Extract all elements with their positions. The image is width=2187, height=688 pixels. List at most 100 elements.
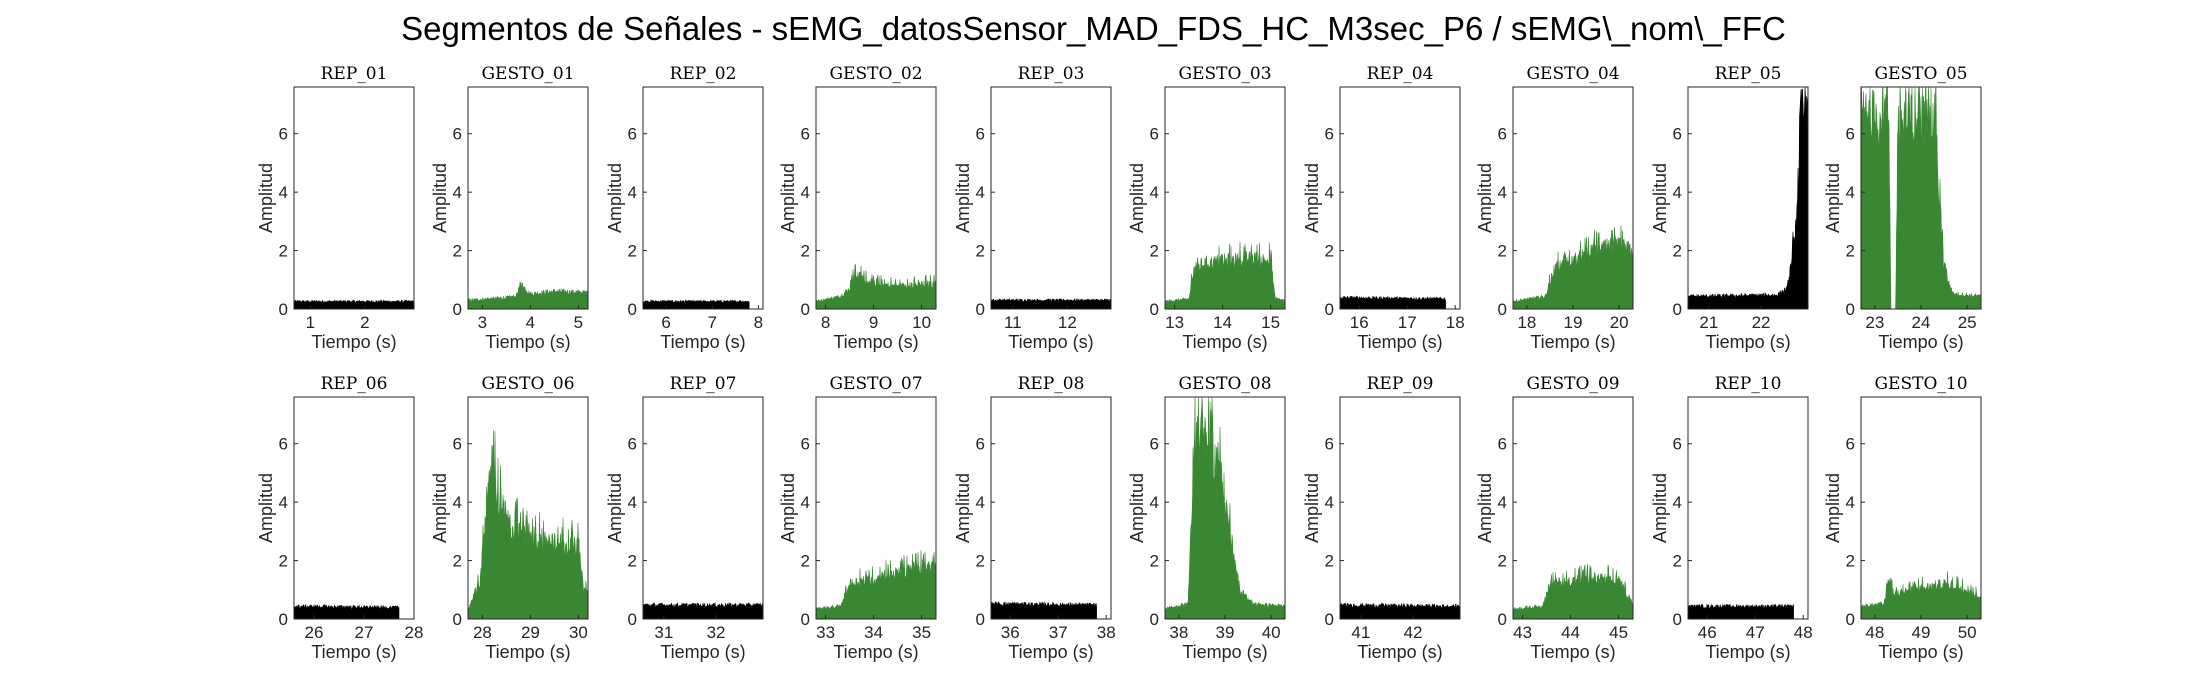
x-tick-label: 20 (1610, 313, 1629, 332)
x-tick-label: 34 (864, 623, 883, 642)
y-tick-label: 6 (801, 435, 810, 454)
x-tick-label: 32 (707, 623, 726, 642)
y-tick-label: 4 (1150, 183, 1159, 202)
y-tick-label: 0 (279, 610, 288, 629)
x-tick-label: 43 (1513, 623, 1532, 642)
y-tick-label: 2 (1673, 552, 1682, 571)
y-axis-label: Amplitud (1475, 163, 1495, 233)
axes-box (1687, 396, 1809, 620)
x-tick-label: 38 (1169, 623, 1188, 642)
y-axis-label: Amplitud (1823, 163, 1843, 233)
x-tick-label: 2 (360, 313, 369, 332)
x-tick-label: 42 (1404, 623, 1423, 642)
x-tick-label: 50 (1958, 623, 1977, 642)
y-tick-label: 2 (453, 552, 462, 571)
signal-area (293, 299, 415, 310)
x-tick-label: 28 (473, 623, 492, 642)
subplot-title: REP_09 (1367, 374, 1434, 394)
axes-box (990, 396, 1112, 620)
x-axis-label: Tiempo (s) (1357, 332, 1442, 352)
y-tick-label: 2 (976, 242, 985, 261)
signal-area (1860, 571, 1982, 620)
y-axis-label: Amplitud (778, 473, 798, 543)
axes-box (815, 86, 937, 310)
x-tick-label: 37 (1049, 623, 1068, 642)
subplot-title: GESTO_07 (829, 374, 922, 394)
axes-box (1164, 86, 1286, 310)
signal-area (467, 429, 589, 620)
signal-area (293, 603, 400, 620)
y-tick-label: 4 (453, 493, 462, 512)
y-tick-label: 2 (801, 242, 810, 261)
y-tick-label: 0 (976, 300, 985, 319)
x-tick-label: 13 (1165, 313, 1184, 332)
y-tick-label: 6 (1498, 125, 1507, 144)
x-tick-label: 4 (526, 313, 535, 332)
x-tick-label: 40 (1262, 623, 1281, 642)
y-tick-label: 0 (801, 610, 810, 629)
y-tick-label: 0 (1846, 610, 1855, 629)
x-axis-label: Tiempo (s) (485, 642, 570, 662)
x-axis-label: Tiempo (s) (1878, 642, 1963, 662)
y-axis-label: Amplitud (430, 163, 450, 233)
signal-area (1339, 295, 1446, 310)
x-tick-label: 8 (754, 313, 763, 332)
x-tick-label: 19 (1564, 313, 1583, 332)
y-tick-label: 4 (1673, 183, 1682, 202)
y-tick-label: 6 (1325, 125, 1334, 144)
x-axis-label: Tiempo (s) (485, 332, 570, 352)
y-tick-label: 6 (628, 125, 637, 144)
signal-area (1164, 396, 1286, 620)
y-tick-label: 6 (1673, 435, 1682, 454)
x-axis-label: Tiempo (s) (1008, 642, 1093, 662)
y-tick-label: 0 (279, 300, 288, 319)
x-tick-label: 38 (1097, 623, 1116, 642)
x-tick-label: 16 (1350, 313, 1369, 332)
x-tick-label: 6 (661, 313, 670, 332)
y-axis-label: Amplitud (778, 163, 798, 233)
subplot-title: GESTO_08 (1178, 374, 1271, 394)
axes-box (642, 396, 764, 620)
y-tick-label: 0 (1150, 300, 1159, 319)
x-axis-label: Tiempo (s) (1530, 332, 1615, 352)
subplot-title: REP_07 (670, 374, 737, 394)
axes-box (642, 86, 764, 310)
subplot-title: REP_02 (670, 64, 737, 84)
x-tick-label: 28 (405, 623, 424, 642)
signal-area (1512, 225, 1634, 310)
x-tick-label: 11 (1004, 313, 1022, 332)
x-axis-label: Tiempo (s) (660, 332, 745, 352)
axes-box (1687, 86, 1809, 310)
x-tick-label: 48 (1865, 623, 1884, 642)
signal-area (1512, 563, 1634, 620)
y-tick-label: 2 (1325, 552, 1334, 571)
y-axis-label: Amplitud (1302, 163, 1322, 233)
x-tick-label: 18 (1517, 313, 1536, 332)
x-tick-label: 8 (821, 313, 830, 332)
y-tick-label: 2 (1150, 242, 1159, 261)
y-tick-label: 6 (279, 125, 288, 144)
y-tick-label: 0 (976, 610, 985, 629)
axes-box (467, 86, 589, 310)
y-tick-label: 4 (628, 493, 637, 512)
y-tick-label: 6 (453, 435, 462, 454)
y-tick-label: 4 (1673, 493, 1682, 512)
subplot-title: REP_06 (321, 374, 388, 394)
y-tick-label: 6 (1846, 435, 1855, 454)
y-tick-label: 6 (279, 435, 288, 454)
x-tick-label: 41 (1351, 623, 1370, 642)
y-axis-label: Amplitud (256, 473, 276, 543)
axes-box (293, 396, 415, 620)
subplot-title: GESTO_04 (1526, 64, 1619, 84)
x-axis-label: Tiempo (s) (311, 642, 396, 662)
x-tick-label: 12 (1058, 313, 1077, 332)
